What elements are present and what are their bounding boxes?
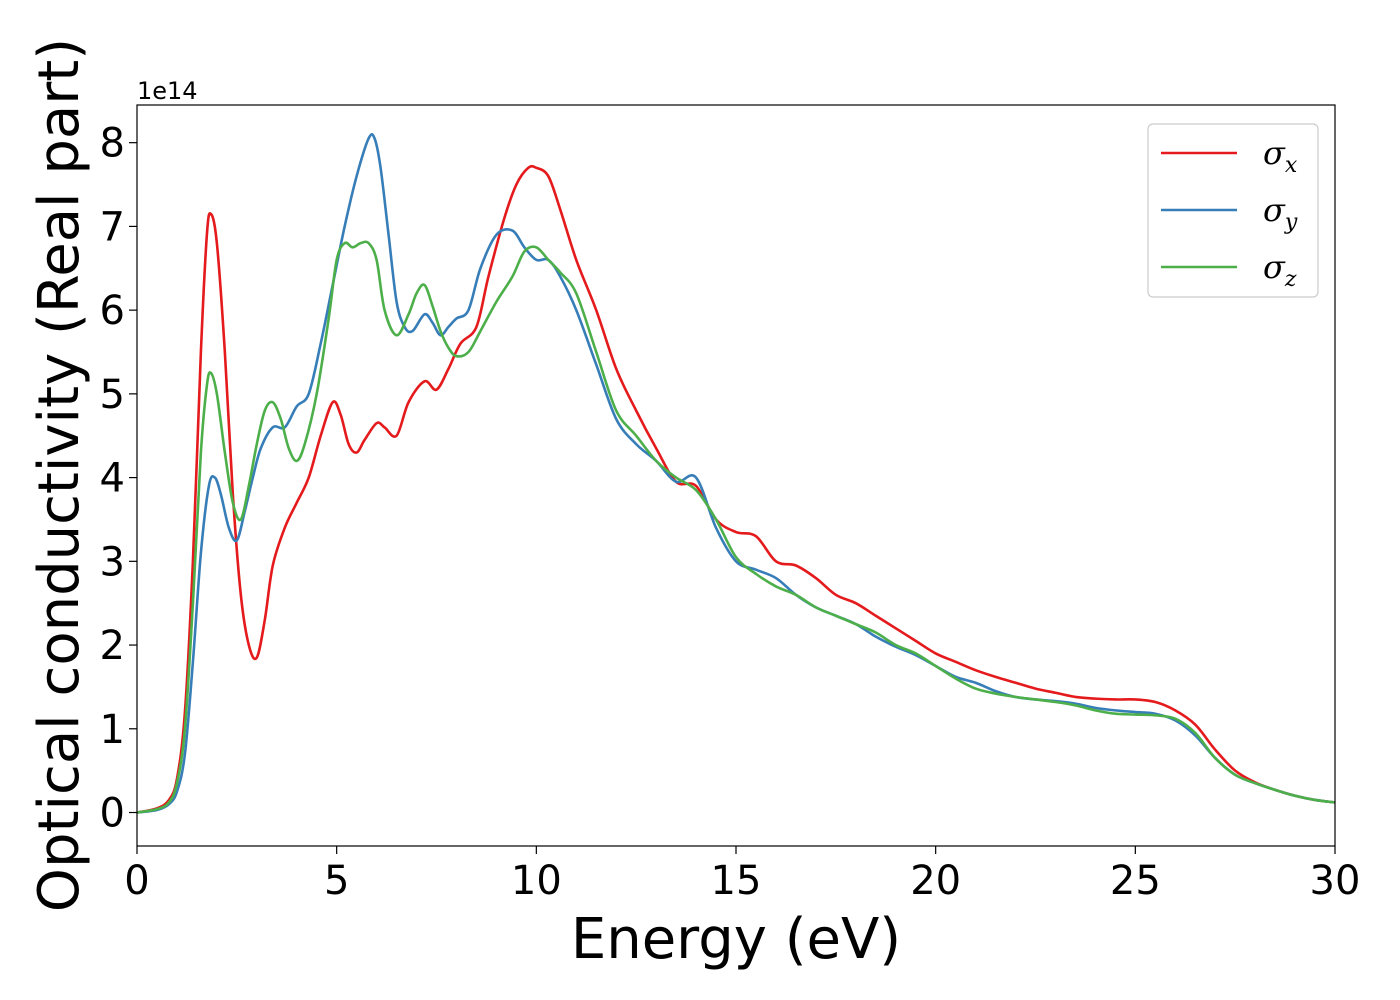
- series-layer: [136, 133, 1336, 814]
- x-tick-label: 0: [124, 858, 149, 904]
- legend-label-y: σy: [1263, 191, 1298, 235]
- y-tick-label: 6: [100, 288, 125, 334]
- legend-label-x: σx: [1263, 134, 1298, 178]
- y-tick-label: 1: [100, 707, 125, 753]
- x-tick-label: 15: [711, 858, 762, 904]
- y-axis-ticks: 0 1 2 3 4 5 6 7 8: [100, 121, 137, 837]
- y-tick-label: 8: [100, 121, 125, 167]
- x-tick-label: 20: [910, 858, 961, 904]
- y-offset-label: 1e14: [137, 77, 198, 105]
- x-tick-label: 5: [324, 858, 349, 904]
- y-tick-label: 7: [100, 204, 125, 250]
- legend-symbol: σ: [1263, 248, 1286, 286]
- series-line-x: [136, 164, 1336, 814]
- legend-label-z: σz: [1263, 248, 1297, 292]
- series-line-z: [136, 240, 1336, 814]
- x-tick-label: 10: [511, 858, 562, 904]
- y-tick-label: 3: [100, 539, 125, 585]
- x-tick-label: 25: [1110, 858, 1161, 904]
- y-tick-label: 2: [100, 623, 125, 669]
- y-tick-label: 5: [100, 372, 125, 418]
- x-tick-label: 30: [1310, 858, 1361, 904]
- legend-symbol: σ: [1263, 134, 1286, 172]
- y-tick-label: 0: [100, 791, 125, 837]
- legend-subscript: x: [1285, 153, 1298, 178]
- x-axis-title: Energy (eV): [571, 907, 901, 972]
- legend-symbol: σ: [1263, 191, 1286, 229]
- y-axis-title: Optical conductivity (Real part): [27, 38, 92, 912]
- legend-subscript: y: [1284, 210, 1298, 235]
- legend-subscript: z: [1284, 267, 1297, 292]
- y-tick-label: 4: [100, 456, 125, 502]
- x-axis-ticks: 0 5 10 15 20 25 30: [124, 846, 1360, 904]
